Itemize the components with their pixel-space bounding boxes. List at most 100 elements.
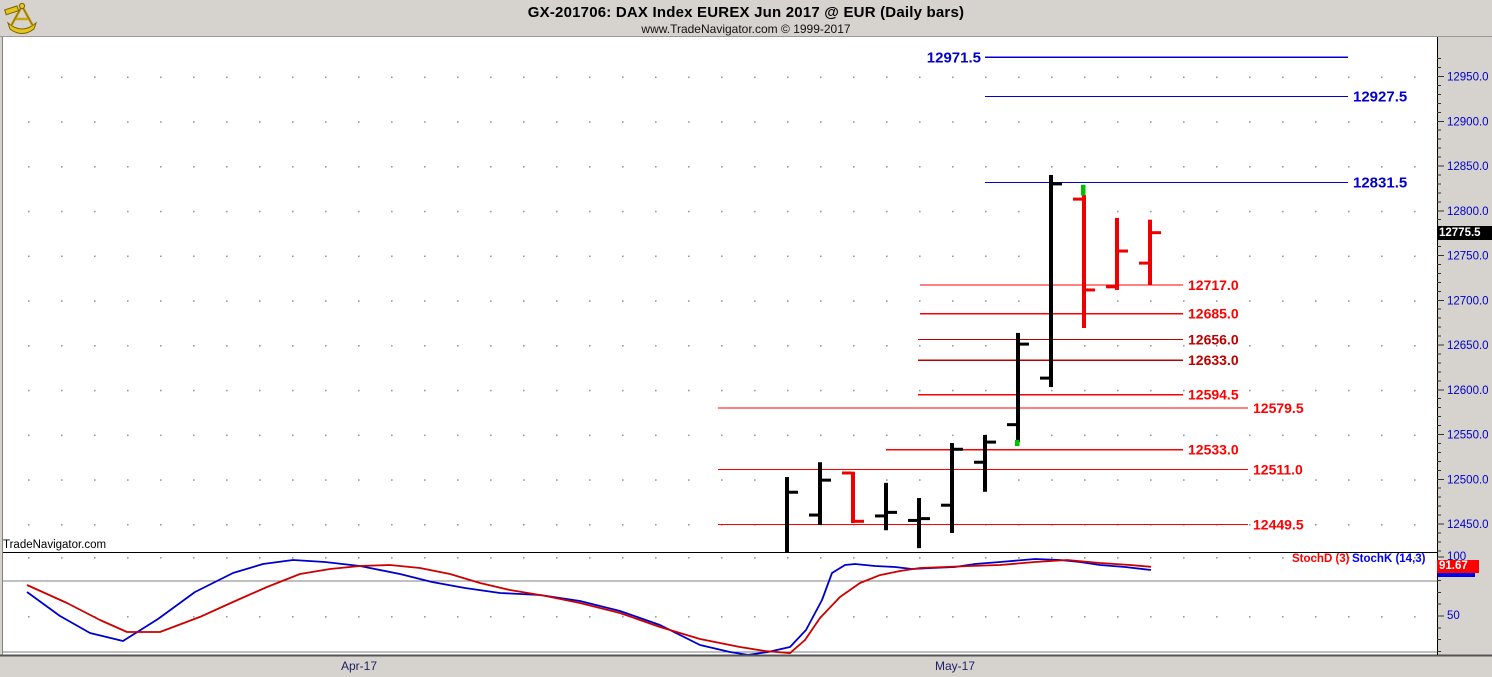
- grid-dot: [1051, 434, 1053, 437]
- grid-dot: [1183, 479, 1185, 481]
- grid-dot: [952, 121, 954, 123]
- grid-dot: [1183, 389, 1185, 392]
- grid-dot: [457, 557, 459, 559]
- grid-dot: [160, 479, 162, 481]
- grid-dot: [61, 434, 63, 437]
- grid-dot: [787, 616, 789, 618]
- grid-dot: [589, 616, 591, 618]
- grid-dot: [886, 345, 888, 347]
- grid-dot: [886, 616, 888, 618]
- grid-dot: [259, 524, 261, 526]
- grid-dot: [424, 557, 426, 559]
- open-tick: [974, 460, 983, 464]
- grid-dot: [688, 76, 690, 79]
- grid-dot: [1084, 557, 1086, 559]
- grid-dot: [490, 121, 492, 123]
- grid-dot: [1249, 166, 1251, 168]
- ohlc-bar: [851, 471, 855, 524]
- grid-dot: [259, 121, 261, 123]
- grid-dot: [787, 255, 789, 258]
- grid-dot: [919, 557, 921, 559]
- grid-dot: [424, 524, 426, 526]
- grid-dot: [919, 434, 921, 437]
- grid-dot: [127, 166, 129, 168]
- price-axis-label: 12900.0: [1447, 116, 1489, 128]
- grid-dot: [1414, 345, 1416, 347]
- grid-dot: [259, 345, 261, 347]
- grid-dot: [820, 166, 822, 168]
- grid-dot: [787, 121, 789, 123]
- x-axis-month-label-apr: Apr-17: [341, 659, 378, 673]
- grid-dot: [589, 255, 591, 258]
- grid-dot: [1348, 389, 1350, 392]
- grid-dot: [292, 76, 294, 79]
- grid-dot: [193, 389, 195, 392]
- grid-dot: [94, 389, 96, 392]
- grid-dot: [1282, 76, 1284, 79]
- grid-dot: [457, 524, 459, 526]
- grid-dot: [688, 345, 690, 347]
- grid-dot: [61, 524, 63, 526]
- grid-dot: [391, 524, 393, 526]
- grid-dot: [523, 434, 525, 437]
- grid-dot: [1216, 166, 1218, 168]
- grid-dot: [1282, 255, 1284, 258]
- grid-dot: [1018, 255, 1020, 258]
- grid-dot: [556, 300, 558, 302]
- green-tick-above-bar: [1081, 184, 1086, 196]
- watermark-text: TradeNavigator.com: [3, 539, 107, 551]
- main-plot-area: [2, 36, 1437, 552]
- grid-dot: [28, 300, 30, 302]
- level-label: 12449.5: [1253, 516, 1304, 532]
- grid-dot: [259, 479, 261, 481]
- grid-dot: [490, 76, 492, 79]
- grid-dot: [490, 389, 492, 392]
- grid-dot: [259, 76, 261, 79]
- grid-dot: [1216, 255, 1218, 258]
- grid-dot: [523, 121, 525, 123]
- grid-dot: [325, 210, 327, 213]
- grid-dot: [259, 616, 261, 618]
- ohlc-bar: [950, 443, 954, 533]
- grid-dot: [28, 524, 30, 526]
- grid-dot: [721, 76, 723, 79]
- grid-dot: [589, 389, 591, 392]
- grid-dot: [754, 166, 756, 168]
- grid-dot: [193, 479, 195, 481]
- grid-dot: [1315, 389, 1317, 392]
- grid-dot: [556, 479, 558, 481]
- grid-dot: [292, 479, 294, 481]
- grid-dot: [325, 121, 327, 123]
- grid-dot: [754, 121, 756, 123]
- grid-dot: [1150, 434, 1152, 437]
- grid-dot: [292, 166, 294, 168]
- grid-dot: [523, 300, 525, 302]
- grid-dot: [1348, 255, 1350, 258]
- grid-dot: [1249, 616, 1251, 618]
- ohlc-bar: [1115, 217, 1119, 290]
- grid-dot: [1249, 210, 1251, 213]
- grid-dot: [259, 389, 261, 392]
- grid-dot: [61, 210, 63, 213]
- grid-dot: [688, 557, 690, 559]
- level-label: 12579.5: [1253, 400, 1304, 416]
- grid-dot: [1315, 166, 1317, 168]
- grid-dot: [1117, 557, 1119, 559]
- grid-dot: [424, 479, 426, 481]
- grid-dot: [358, 479, 360, 481]
- grid-dot: [424, 76, 426, 79]
- grid-dot: [952, 389, 954, 392]
- grid-dot: [787, 557, 789, 559]
- grid-dot: [325, 300, 327, 302]
- grid-dot: [457, 434, 459, 437]
- price-axis-label: 12450.0: [1447, 519, 1489, 531]
- grid-dot: [886, 300, 888, 302]
- grid-dot: [358, 166, 360, 168]
- grid-dot: [1381, 121, 1383, 123]
- grid-dot: [754, 434, 756, 437]
- grid-dot: [721, 255, 723, 258]
- grid-dot: [853, 300, 855, 302]
- grid-dot: [1018, 76, 1020, 79]
- grid-dot: [1315, 255, 1317, 258]
- grid-dot: [292, 210, 294, 213]
